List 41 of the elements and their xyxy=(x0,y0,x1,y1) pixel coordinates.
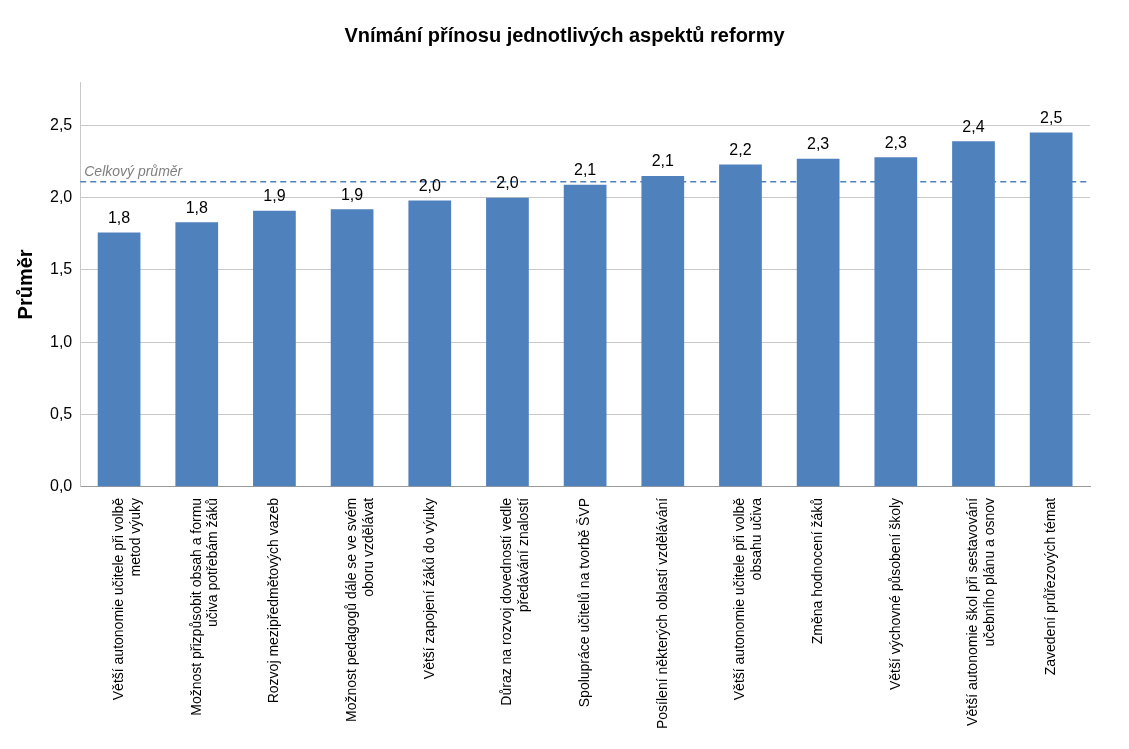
data-label: 2,1 xyxy=(651,152,675,170)
data-label: 2,2 xyxy=(729,140,752,158)
x-tick-label: Větší autonomie učitele při volbě metod výuky xyxy=(109,497,143,701)
data-label: 1,9 xyxy=(340,185,364,203)
data-label: 1,9 xyxy=(263,187,286,205)
bar xyxy=(330,209,374,487)
x-tick-label: Změna hodnocení žáků xyxy=(809,497,825,645)
data-label: 2,0 xyxy=(496,174,519,192)
x-tick-label: Větší autonomie škol při sestavování učebního plánu a osnov xyxy=(964,497,998,726)
y-tick-label: 0,0 xyxy=(49,477,73,495)
ref-line-label: Celkový průměr xyxy=(84,162,184,179)
x-tick-label: Větší zapojení žáků do výuky xyxy=(420,497,437,680)
x-tick-label: Větší autonomie učitele při volbě obsahu učiva xyxy=(731,497,765,701)
y-axis-title: Průměr xyxy=(13,249,36,320)
bar xyxy=(408,200,452,487)
data-label: 2,3 xyxy=(884,133,908,151)
y-tick-label: 2,5 xyxy=(49,115,73,133)
x-tick-label: Zavedení průřezových témat xyxy=(1042,497,1059,676)
x-tick-label: Posílení některých oblastí vzdělávání xyxy=(653,497,670,730)
x-tick-label: Možnost pedagogů dále se ve svém oboru vzdělávat xyxy=(342,497,376,723)
bar xyxy=(253,210,296,487)
bar xyxy=(97,232,141,487)
data-label: 2,4 xyxy=(962,117,985,135)
x-tick-label: Důraz na rozvoj dovedností vedle předávání znalostí xyxy=(498,497,532,706)
data-label: 1,8 xyxy=(107,208,131,226)
y-tick-label: 1,0 xyxy=(49,332,73,350)
chart-title: Vnímání přínosu jednotlivých aspektů reformy xyxy=(343,24,786,48)
data-label: 2,1 xyxy=(574,161,597,179)
x-tick-label: Spolupráce učitelů na tvorbě ŠVP xyxy=(575,497,592,708)
y-tick-label: 0,5 xyxy=(49,404,73,422)
y-tick-label: 1,5 xyxy=(49,260,73,278)
x-tick-label: Rozvoj mezipředmětových vazeb xyxy=(265,497,282,704)
x-tick-label: Větší výchovné působení školy xyxy=(886,497,903,691)
y-tick-label: 2,0 xyxy=(49,188,73,206)
data-label: 2,3 xyxy=(807,135,830,153)
data-label: 2,0 xyxy=(418,176,441,194)
data-label: 1,8 xyxy=(185,198,208,216)
bar xyxy=(486,197,529,487)
data-label: 2,5 xyxy=(1040,109,1063,127)
bar xyxy=(175,222,219,487)
bar xyxy=(563,184,607,487)
